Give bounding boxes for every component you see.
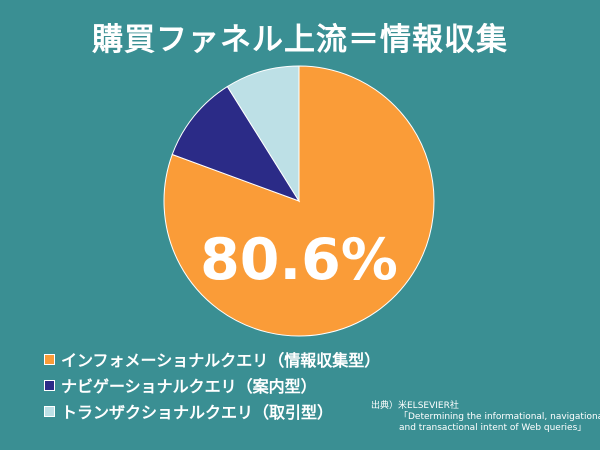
source-line-3: and transactional intent of Web queries」 xyxy=(399,423,587,433)
legend-label-transactional: トランザクショナルクエリ（取引型） xyxy=(61,403,334,422)
source-line-1: 出典）米ELSEVIER社 xyxy=(371,401,459,411)
legend-item-navigational: ナビゲーショナルクエリ（案内型） xyxy=(44,374,380,400)
pie-slice-transactional xyxy=(226,65,300,203)
legend-label-informational: インフォメーショナルクエリ（情報収集型） xyxy=(61,351,381,370)
legend-swatch-transactional xyxy=(44,406,55,417)
legend: インフォメーショナルクエリ（情報収集型） ナビゲーショナルクエリ（案内型） トラ… xyxy=(44,348,380,426)
pie-slice-navigational xyxy=(171,85,301,202)
legend-item-informational: インフォメーショナルクエリ（情報収集型） xyxy=(44,348,380,374)
source-line-2: 「Determining the informational, navigati… xyxy=(399,412,600,422)
chart-title: 購買ファネル上流＝情報収集 xyxy=(92,22,508,58)
source-note: 出典）米ELSEVIER社 「Determining the informati… xyxy=(371,401,600,434)
legend-item-transactional: トランザクショナルクエリ（取引型） xyxy=(44,400,380,426)
data-label-main: 80.6% xyxy=(200,227,398,293)
legend-swatch-informational xyxy=(44,354,55,365)
legend-swatch-navigational xyxy=(44,380,55,391)
legend-label-navigational: ナビゲーショナルクエリ（案内型） xyxy=(61,377,317,396)
